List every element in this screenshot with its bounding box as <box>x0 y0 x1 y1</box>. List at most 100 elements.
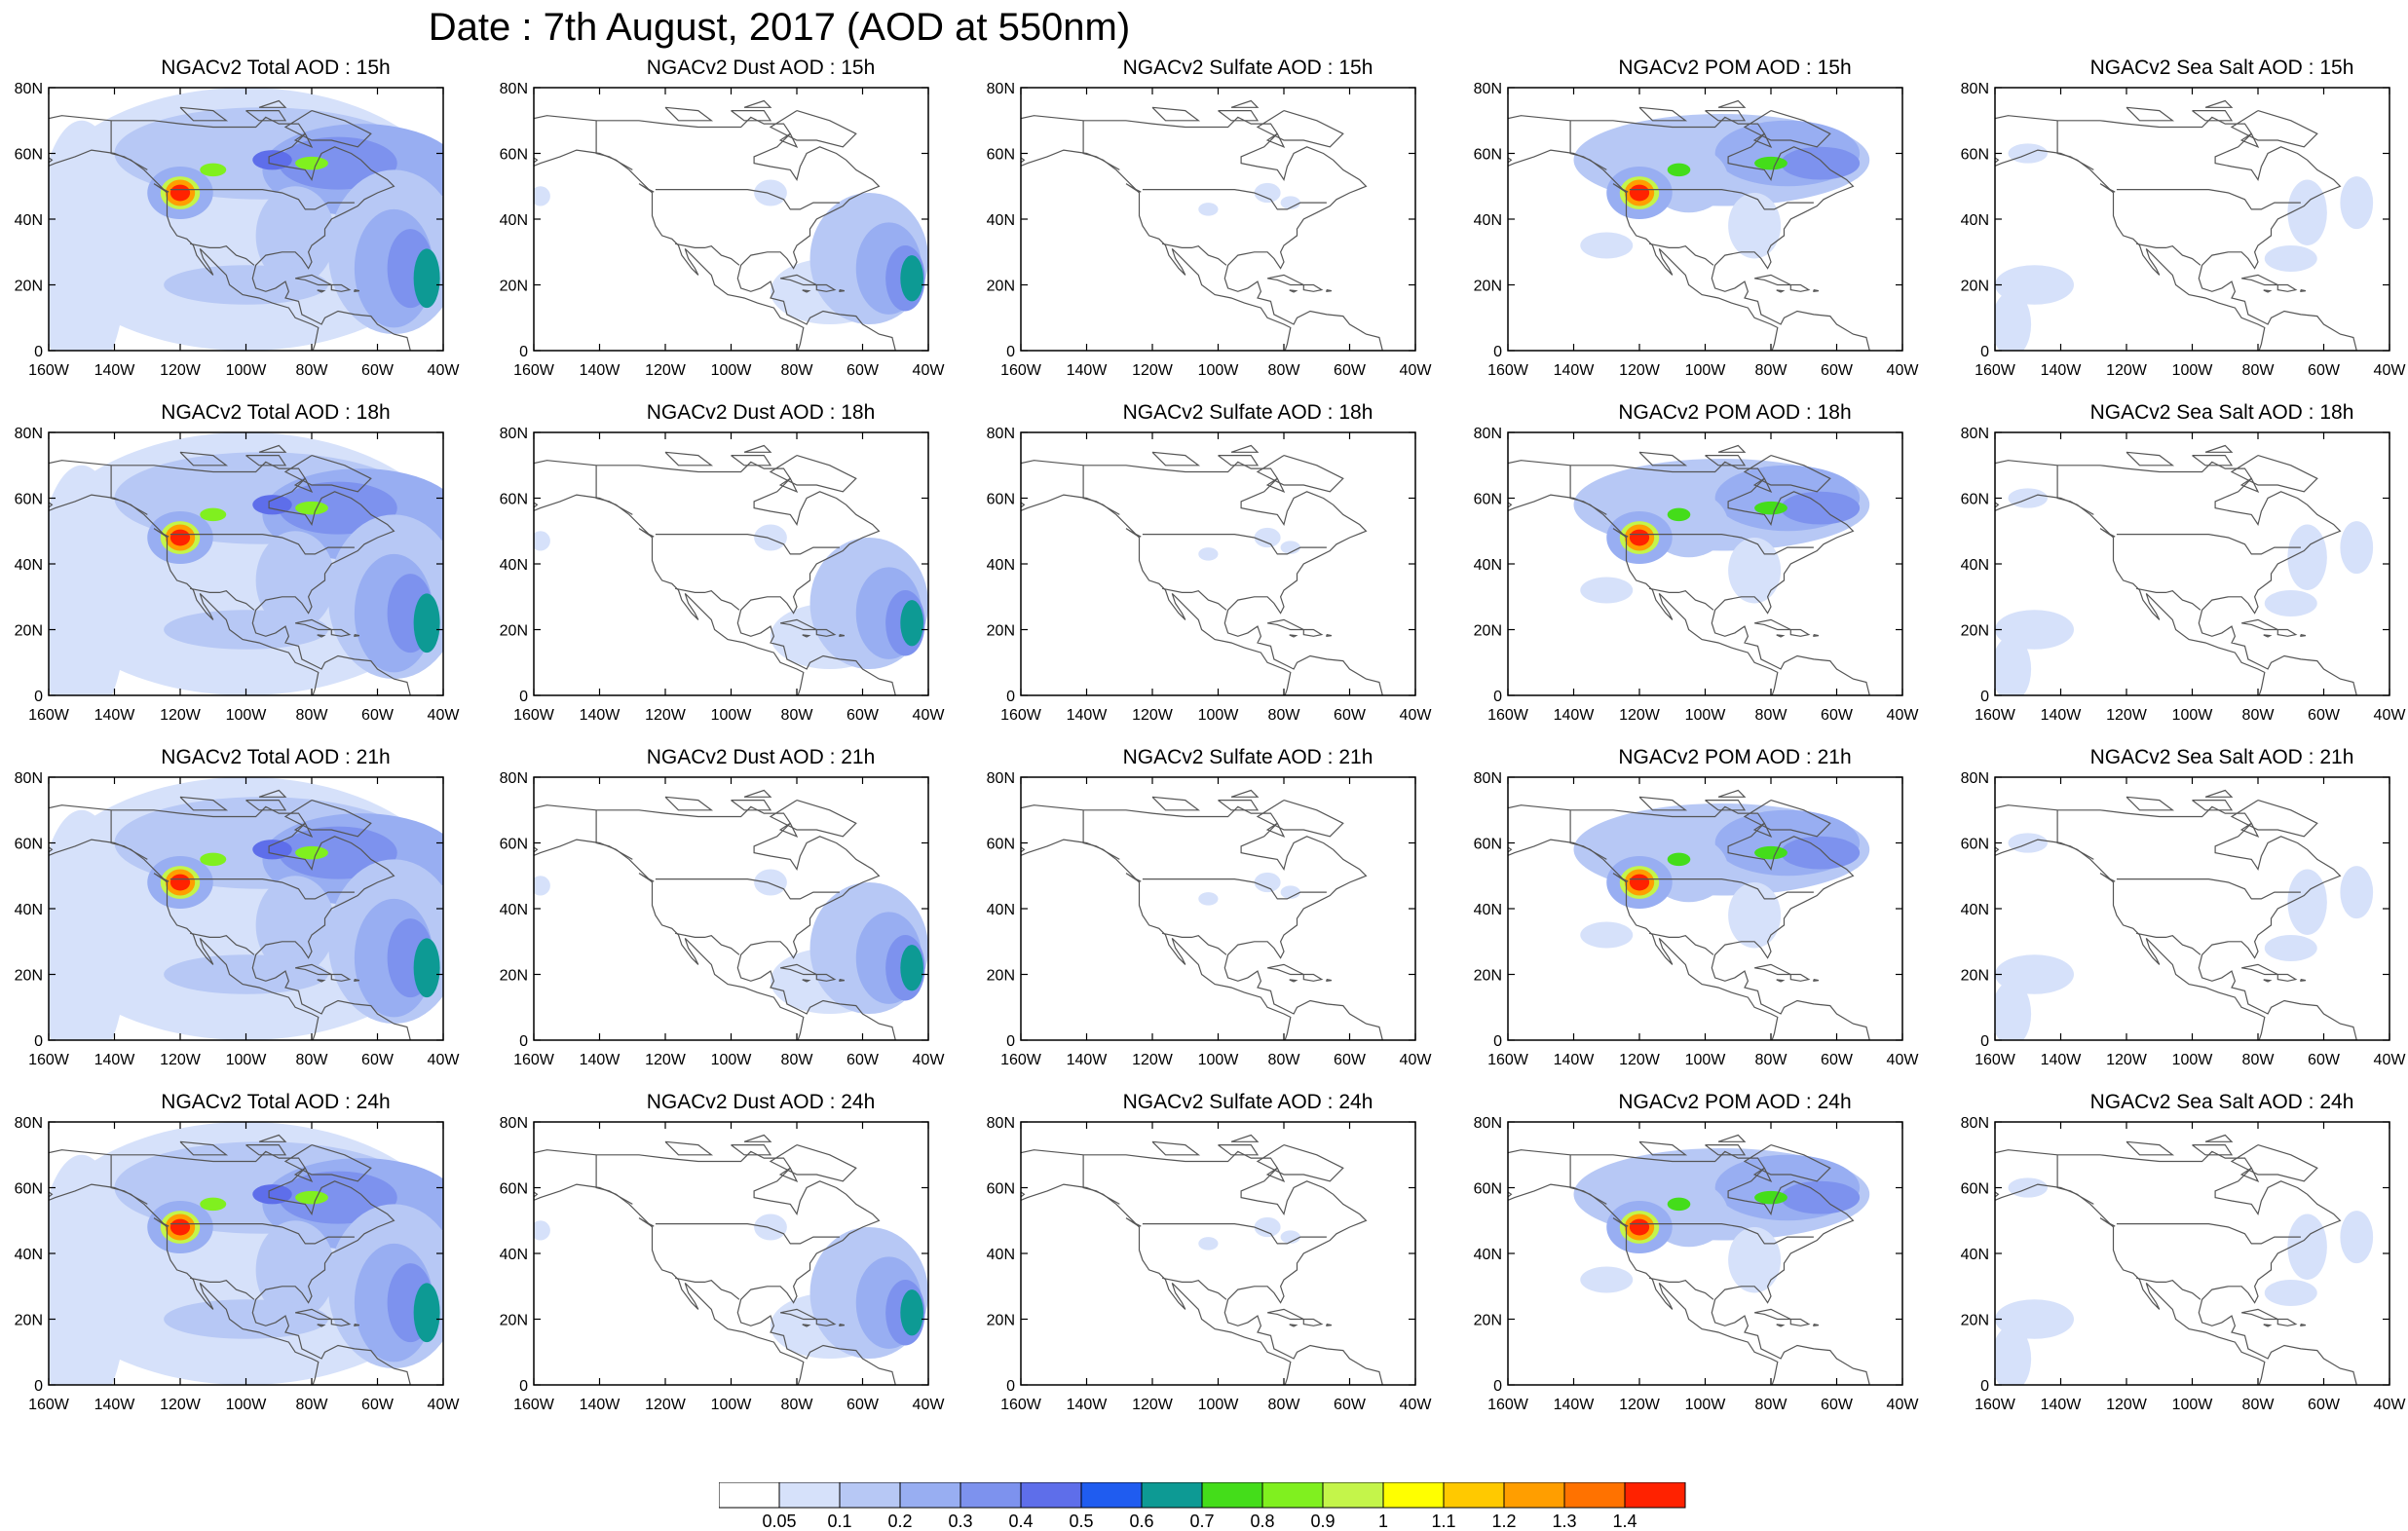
island-outline <box>802 634 811 638</box>
x-tick-label: 80W <box>2242 1397 2276 1413</box>
island-outline <box>802 979 811 983</box>
country-border <box>655 188 840 210</box>
y-tick-label: 0 <box>1006 344 1015 360</box>
y-tick-label: 20N <box>1961 623 1989 640</box>
x-tick-label: 160W <box>28 362 70 379</box>
island-outline <box>354 289 360 292</box>
y-tick-label: 80N <box>500 81 528 97</box>
panel-title: NGACv2 Dust AOD : 18h <box>646 401 876 424</box>
colorbar-label: 0.3 <box>948 1512 972 1531</box>
aod-blob <box>1667 1197 1691 1212</box>
map-plot: 160W 140W 120W 100W 80W 60W 40W 80N 60N 40N 20N 0 <box>1961 81 2407 379</box>
x-tick-label: 140W <box>94 1052 136 1068</box>
coastline <box>1021 460 1383 695</box>
island-outline <box>330 283 352 292</box>
aod-blob <box>279 136 397 190</box>
island-outline <box>293 822 314 838</box>
country-border <box>189 587 255 611</box>
panel-title: NGACv2 Sea Salt AOD : 24h <box>2089 1091 2354 1113</box>
aod-blob <box>164 610 328 650</box>
island-outline <box>638 183 655 193</box>
island-outline <box>2204 789 2234 798</box>
country-border <box>674 1277 740 1300</box>
island-outline <box>2230 455 2318 493</box>
colorbar-swatch <box>959 1482 1022 1509</box>
country-border <box>595 465 633 515</box>
island-outline <box>1813 634 1820 637</box>
aod-blob <box>900 1289 923 1336</box>
island-outline <box>2204 444 2234 453</box>
island-outline <box>293 1167 314 1182</box>
coastline <box>1508 804 1870 1040</box>
coastline <box>1995 804 2357 1040</box>
island-outline <box>1326 289 1333 292</box>
island-outline <box>1265 132 1286 148</box>
island-outline <box>2239 822 2260 838</box>
island-outline <box>1326 634 1333 637</box>
aod-blob <box>1198 892 1219 906</box>
aod-blob <box>1728 1227 1782 1293</box>
aod-blob <box>255 876 335 975</box>
y-tick-label: 0 <box>1980 689 1989 705</box>
island-outline <box>1813 979 1820 982</box>
x-tick-label: 60W <box>361 1052 395 1068</box>
aod-blob <box>1781 836 1861 870</box>
colorbar-swatch <box>1141 1482 1203 1509</box>
country-border <box>189 243 255 266</box>
coastlines <box>534 99 896 351</box>
x-tick-label: 140W <box>2041 1397 2083 1413</box>
map-panel: NGACv2 Total AOD : 18h 160W 140W 120W 100W 80… <box>0 401 502 724</box>
y-tick-label: 80N <box>500 1115 528 1132</box>
island-outline <box>2263 979 2273 983</box>
island-outline <box>1776 979 1786 983</box>
aod-blob <box>1629 184 1650 202</box>
island-outline <box>2099 1217 2116 1227</box>
aod-blob <box>164 265 328 305</box>
map-plot: 160W 140W 120W 100W 80W 60W 40W 80N 60N 40N 20N 0 <box>15 770 461 1068</box>
aod-blob <box>2264 590 2317 616</box>
aod-blob <box>1629 874 1650 891</box>
panel-title: NGACv2 Total AOD : 24h <box>161 1091 391 1113</box>
x-tick-label: 140W <box>2041 1052 2083 1068</box>
x-tick-label: 80W <box>296 362 329 379</box>
island-outline <box>1789 283 1811 292</box>
country-border <box>2135 243 2201 266</box>
island-outline <box>1705 110 1747 122</box>
island-outline <box>1151 796 1201 811</box>
island-outline <box>1776 634 1786 638</box>
island-outline <box>317 634 326 638</box>
country-border <box>595 120 633 170</box>
y-tick-label: 0 <box>1980 344 1989 360</box>
y-tick-label: 0 <box>1980 1033 1989 1050</box>
island-outline <box>1265 477 1286 493</box>
colorbar-swatch <box>899 1482 961 1509</box>
x-tick-label: 40W <box>913 1397 946 1413</box>
x-tick-label: 120W <box>160 707 202 724</box>
country-border <box>1569 1154 1607 1205</box>
island-outline <box>293 132 314 148</box>
map-plot: 160W 140W 120W 100W 80W 60W 40W 80N 60N 40N 20N 0 <box>1961 1115 2407 1413</box>
y-tick-label: 40N <box>500 1247 528 1263</box>
y-tick-label: 0 <box>1493 344 1502 360</box>
aod-blob <box>200 163 227 177</box>
y-tick-label: 20N <box>500 279 528 295</box>
x-tick-label: 80W <box>2242 707 2276 724</box>
country-border <box>1142 878 1327 900</box>
coastline <box>534 460 896 695</box>
aod-blob <box>2264 935 2317 961</box>
panel-title: NGACv2 Sea Salt AOD : 18h <box>2089 401 2354 424</box>
country-border <box>1569 465 1607 515</box>
island-outline <box>1125 183 1142 193</box>
x-tick-label: 140W <box>1067 1052 1109 1068</box>
island-outline <box>1230 444 1260 453</box>
y-tick-label: 40N <box>15 1247 43 1263</box>
y-tick-label: 60N <box>15 147 43 164</box>
x-tick-label: 140W <box>2041 362 2083 379</box>
island-outline <box>815 1318 837 1326</box>
plot-background <box>1021 1122 1415 1385</box>
island-outline <box>802 1324 811 1327</box>
x-tick-label: 160W <box>1000 362 1042 379</box>
coastline <box>49 115 411 351</box>
country-border <box>595 809 633 860</box>
map-panel: NGACv2 Sea Salt AOD : 24h 160W 140W 120W 100… <box>1946 1091 2408 1413</box>
